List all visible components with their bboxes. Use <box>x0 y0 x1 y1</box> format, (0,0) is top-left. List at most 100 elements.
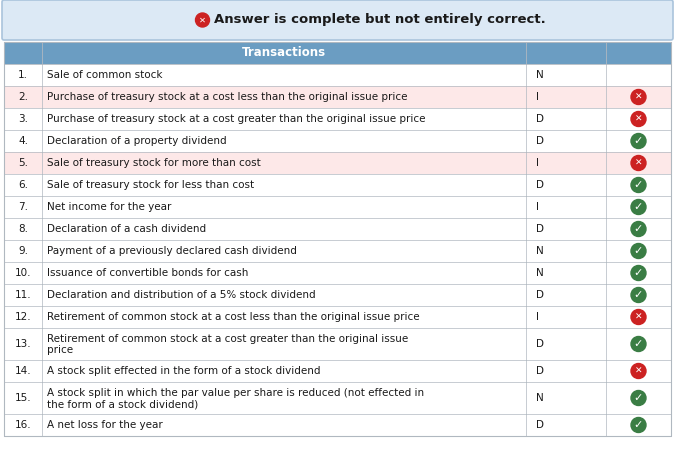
Text: Sale of treasury stock for more than cost: Sale of treasury stock for more than cos… <box>47 158 261 168</box>
Text: 11.: 11. <box>15 290 31 300</box>
Text: 6.: 6. <box>18 180 28 190</box>
Circle shape <box>631 363 646 379</box>
Text: I: I <box>536 202 539 212</box>
Text: N: N <box>536 393 544 403</box>
Bar <box>4 240 671 262</box>
Text: ✕: ✕ <box>634 366 642 376</box>
Text: D: D <box>536 420 544 430</box>
Text: 2.: 2. <box>18 92 28 102</box>
Bar <box>4 152 671 174</box>
Bar <box>4 262 671 284</box>
Bar <box>4 196 671 218</box>
Text: 1.: 1. <box>18 70 28 80</box>
Text: Answer is complete but not entirely correct.: Answer is complete but not entirely corr… <box>215 14 546 26</box>
Bar <box>4 382 671 414</box>
Circle shape <box>631 265 646 280</box>
Text: A stock split effected in the form of a stock dividend: A stock split effected in the form of a … <box>47 366 321 376</box>
Text: the form of a stock dividend): the form of a stock dividend) <box>47 399 198 409</box>
Text: Payment of a previously declared cash dividend: Payment of a previously declared cash di… <box>47 246 297 256</box>
Bar <box>4 360 671 382</box>
Text: 7.: 7. <box>18 202 28 212</box>
Text: Declaration of a cash dividend: Declaration of a cash dividend <box>47 224 206 234</box>
Text: D: D <box>536 339 544 349</box>
Text: Net income for the year: Net income for the year <box>47 202 171 212</box>
Text: Issuance of convertible bonds for cash: Issuance of convertible bonds for cash <box>47 268 248 278</box>
Text: D: D <box>536 290 544 300</box>
Circle shape <box>631 337 646 352</box>
Bar <box>4 414 671 436</box>
Circle shape <box>631 111 646 126</box>
Text: ✓: ✓ <box>634 224 643 234</box>
Bar <box>4 64 671 86</box>
Text: I: I <box>536 158 539 168</box>
Text: ✕: ✕ <box>199 16 206 25</box>
Text: D: D <box>536 366 544 376</box>
Text: D: D <box>536 136 544 146</box>
Text: ✓: ✓ <box>634 180 643 190</box>
Text: 12.: 12. <box>15 312 31 322</box>
Text: ✕: ✕ <box>634 312 642 321</box>
Text: Sale of treasury stock for less than cost: Sale of treasury stock for less than cos… <box>47 180 254 190</box>
Text: 10.: 10. <box>15 268 31 278</box>
Circle shape <box>631 177 646 193</box>
Circle shape <box>631 155 646 170</box>
Bar <box>4 42 671 64</box>
Circle shape <box>196 13 209 27</box>
Circle shape <box>631 134 646 149</box>
Text: 13.: 13. <box>15 339 31 349</box>
Text: Retirement of common stock at a cost less than the original issue price: Retirement of common stock at a cost les… <box>47 312 420 322</box>
Text: 5.: 5. <box>18 158 28 168</box>
Text: ✕: ✕ <box>634 115 642 124</box>
Bar <box>4 108 671 130</box>
Bar <box>4 218 671 240</box>
Text: Declaration of a property dividend: Declaration of a property dividend <box>47 136 227 146</box>
Text: I: I <box>536 92 539 102</box>
Text: A stock split in which the par value per share is reduced (not effected in: A stock split in which the par value per… <box>47 388 424 397</box>
Text: D: D <box>536 224 544 234</box>
Text: ✕: ✕ <box>634 93 642 101</box>
Text: ✓: ✓ <box>634 136 643 146</box>
Text: 8.: 8. <box>18 224 28 234</box>
Bar <box>4 284 671 306</box>
Text: N: N <box>536 246 544 256</box>
Circle shape <box>631 221 646 236</box>
Text: ✓: ✓ <box>634 268 643 278</box>
Bar <box>4 130 671 152</box>
Text: Transactions: Transactions <box>242 47 326 59</box>
Text: A net loss for the year: A net loss for the year <box>47 420 163 430</box>
Text: Purchase of treasury stock at a cost greater than the original issue price: Purchase of treasury stock at a cost gre… <box>47 114 425 124</box>
Text: ✓: ✓ <box>634 420 643 430</box>
Text: ✓: ✓ <box>634 339 643 349</box>
Text: D: D <box>536 180 544 190</box>
Bar <box>4 306 671 328</box>
Text: 3.: 3. <box>18 114 28 124</box>
Text: Retirement of common stock at a cost greater than the original issue: Retirement of common stock at a cost gre… <box>47 334 408 344</box>
Circle shape <box>631 418 646 432</box>
Text: Sale of common stock: Sale of common stock <box>47 70 163 80</box>
FancyBboxPatch shape <box>2 0 673 40</box>
Circle shape <box>631 310 646 325</box>
Text: ✓: ✓ <box>634 290 643 300</box>
Text: Declaration and distribution of a 5% stock dividend: Declaration and distribution of a 5% sto… <box>47 290 316 300</box>
Text: N: N <box>536 70 544 80</box>
Circle shape <box>631 90 646 104</box>
Text: ✓: ✓ <box>634 393 643 403</box>
Bar <box>4 86 671 108</box>
Circle shape <box>631 244 646 259</box>
Text: ✓: ✓ <box>634 246 643 256</box>
Circle shape <box>631 287 646 303</box>
Circle shape <box>631 200 646 214</box>
Text: ✓: ✓ <box>634 202 643 212</box>
Text: D: D <box>536 114 544 124</box>
Text: 4.: 4. <box>18 136 28 146</box>
Text: 15.: 15. <box>15 393 31 403</box>
Bar <box>4 42 671 436</box>
Text: price: price <box>47 346 73 355</box>
Text: ✕: ✕ <box>634 159 642 168</box>
Text: I: I <box>536 312 539 322</box>
Text: 14.: 14. <box>15 366 31 376</box>
Text: 16.: 16. <box>15 420 31 430</box>
Circle shape <box>631 390 646 405</box>
Bar <box>4 328 671 360</box>
Text: 9.: 9. <box>18 246 28 256</box>
